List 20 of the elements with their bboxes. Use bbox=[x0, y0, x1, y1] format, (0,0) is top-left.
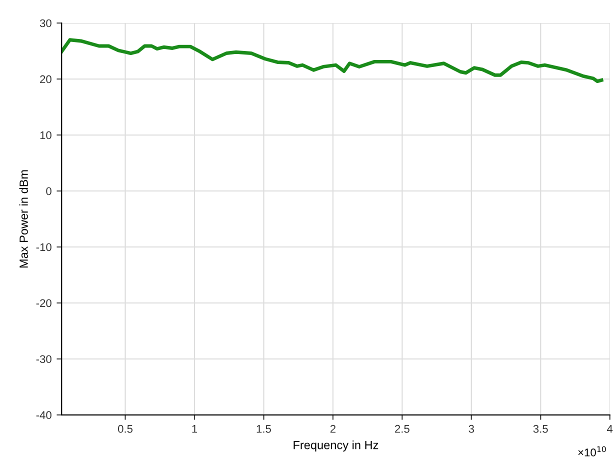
x-tick-label: 2.5 bbox=[395, 424, 410, 433]
x-tick-label: 4 bbox=[607, 425, 613, 433]
y-tick-label: 20 bbox=[40, 75, 52, 84]
y-tick-label: 30 bbox=[40, 19, 52, 28]
x-tick-label: 3 bbox=[468, 424, 474, 433]
x-tick-label: 1 bbox=[192, 425, 198, 433]
x-tick-label: 1.5 bbox=[256, 425, 271, 433]
x-tick-label: 2 bbox=[330, 424, 336, 433]
line-series bbox=[62, 38, 604, 84]
y-axis-title: Max Power in dBm bbox=[19, 170, 28, 268]
x-axis-title: Frequency in Hz bbox=[294, 440, 378, 452]
y-tick-label: -10 bbox=[36, 243, 52, 252]
y-tick-label: -20 bbox=[36, 299, 52, 308]
y-tick-label: -40 bbox=[36, 411, 52, 420]
x-tick-label: 3.5 bbox=[533, 424, 548, 433]
y-tick-label: -30 bbox=[36, 355, 52, 364]
y-tick-label: 0 bbox=[46, 187, 52, 196]
text: ×10$^{10}$ bbox=[578, 446, 606, 456]
x-tick-label: 0.5 bbox=[118, 424, 133, 433]
y-tick-label: 10 bbox=[40, 131, 52, 140]
